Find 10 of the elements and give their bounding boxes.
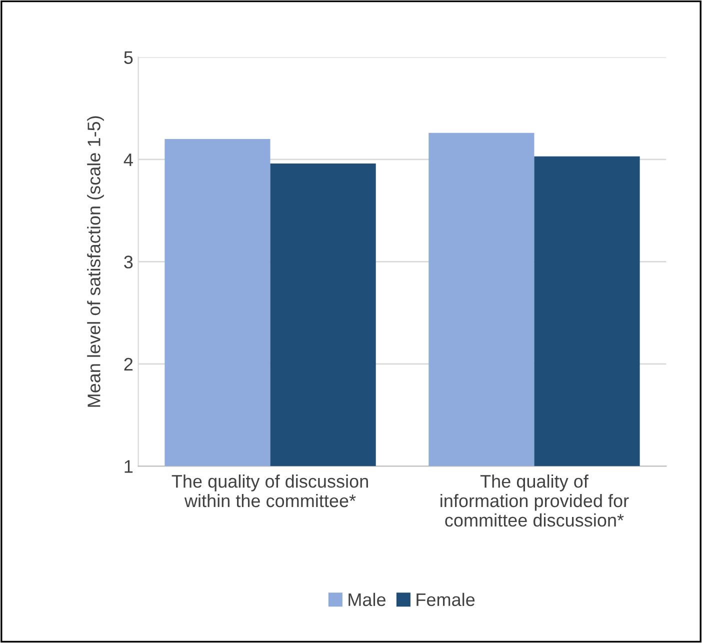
legend-label: Female bbox=[416, 592, 475, 606]
y-tick-label: 3 bbox=[124, 256, 133, 268]
y-tick-label: 5 bbox=[124, 51, 133, 64]
legend-label: Male bbox=[348, 592, 386, 606]
x-tick-label: The quality of discussion within the committee* bbox=[172, 474, 368, 508]
y-tick-label: 2 bbox=[124, 358, 133, 370]
x-tick-label: The quality of information provided for committee discussion* bbox=[440, 474, 629, 527]
y-tick-label: 1 bbox=[124, 460, 133, 473]
y-axis-title: Mean level of satisfaction (scale 1-5) bbox=[87, 116, 104, 407]
y-tick-label: 4 bbox=[124, 154, 133, 166]
